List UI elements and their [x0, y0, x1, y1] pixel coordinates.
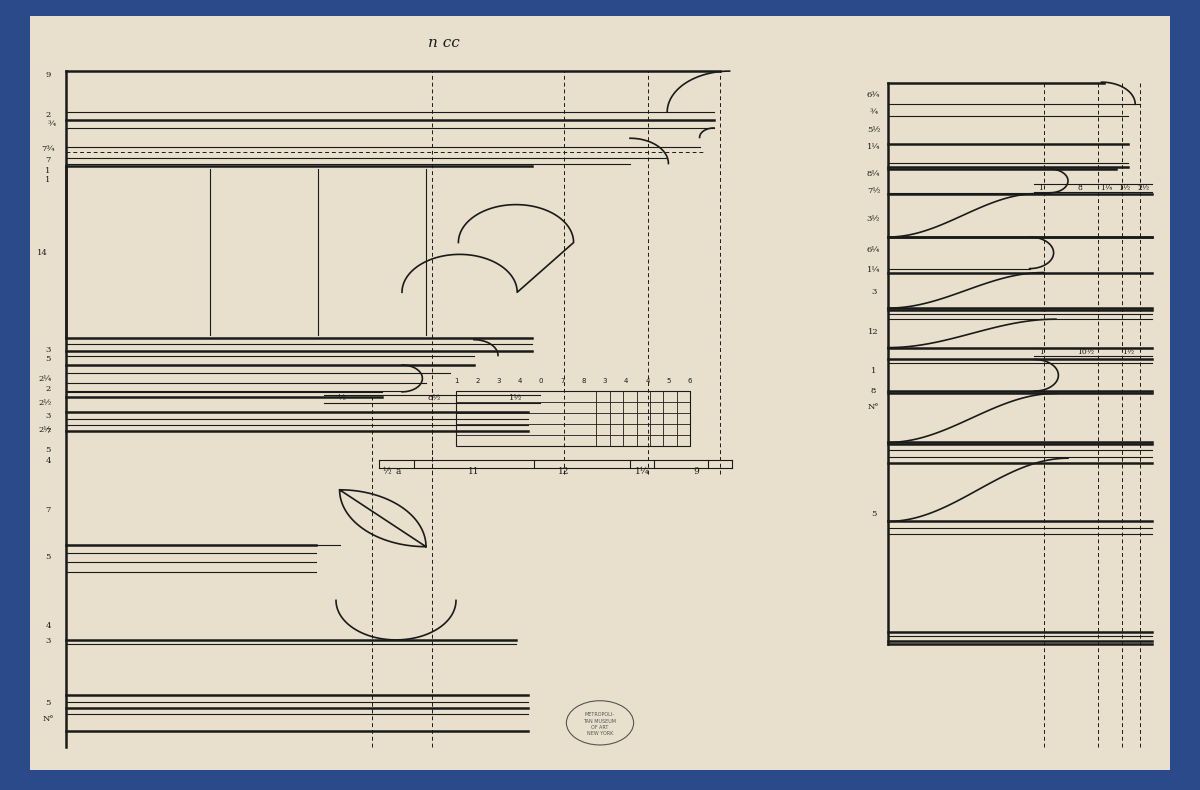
- Text: 8: 8: [1078, 184, 1082, 192]
- Text: 7½: 7½: [866, 187, 881, 195]
- Text: 0: 0: [539, 378, 544, 384]
- Text: n cc: n cc: [428, 36, 460, 50]
- Text: 11: 11: [468, 467, 480, 476]
- Text: 4: 4: [624, 378, 629, 384]
- Text: 3½: 3½: [866, 215, 881, 223]
- Text: 1: 1: [454, 378, 458, 384]
- Text: 3: 3: [46, 412, 50, 419]
- Text: 1½: 1½: [1118, 184, 1130, 192]
- Text: 9: 9: [694, 467, 698, 476]
- Text: N°: N°: [42, 715, 54, 723]
- Text: 7¾: 7¾: [41, 145, 55, 152]
- Text: 1¼: 1¼: [635, 467, 649, 476]
- Text: ¾: ¾: [48, 120, 55, 128]
- Text: 2: 2: [475, 378, 480, 384]
- Text: 2¼: 2¼: [38, 375, 53, 383]
- Text: 5: 5: [46, 553, 50, 561]
- Bar: [456, 391, 690, 446]
- Text: METROPOLI-: METROPOLI-: [584, 713, 616, 717]
- Text: ¾: ¾: [870, 108, 877, 116]
- Text: 7: 7: [46, 156, 50, 164]
- Text: 14: 14: [36, 249, 48, 257]
- Text: 4: 4: [46, 622, 50, 630]
- Text: 6¼: 6¼: [866, 246, 881, 254]
- Text: 3: 3: [46, 638, 50, 645]
- Text: 1: 1: [46, 167, 50, 175]
- Text: 8½: 8½: [427, 394, 442, 402]
- Text: 8: 8: [871, 387, 876, 395]
- Text: 7: 7: [46, 427, 50, 435]
- Text: 5: 5: [871, 510, 876, 517]
- Text: 7: 7: [46, 506, 50, 514]
- Text: 1¼: 1¼: [1100, 184, 1112, 192]
- Text: 12: 12: [558, 467, 570, 476]
- Text: TAN MUSEUM: TAN MUSEUM: [583, 719, 617, 724]
- Text: 6: 6: [688, 378, 692, 384]
- Text: 3: 3: [602, 378, 607, 384]
- Text: 4: 4: [517, 378, 522, 384]
- Text: 9: 9: [46, 71, 50, 79]
- Text: 1¼: 1¼: [866, 266, 881, 274]
- Text: 1½: 1½: [509, 394, 523, 402]
- Text: OF ART: OF ART: [592, 725, 608, 730]
- Text: 1½: 1½: [1122, 348, 1134, 356]
- Text: 5: 5: [46, 699, 50, 707]
- Text: 12: 12: [869, 328, 878, 336]
- Text: 5: 5: [46, 446, 50, 454]
- Text: 5½: 5½: [866, 126, 881, 134]
- Text: N°: N°: [868, 403, 880, 411]
- Text: 1¼: 1¼: [866, 143, 881, 151]
- Text: 2: 2: [46, 111, 50, 118]
- Text: 8¼: 8¼: [866, 170, 881, 178]
- Text: 4: 4: [46, 457, 50, 465]
- Text: ½: ½: [382, 467, 391, 476]
- Text: 3: 3: [46, 346, 50, 354]
- Text: 2: 2: [46, 385, 50, 393]
- Text: ½: ½: [338, 394, 346, 402]
- Text: 4: 4: [646, 378, 649, 384]
- Text: 2½: 2½: [38, 399, 53, 407]
- Text: 1: 1: [1038, 184, 1043, 192]
- Text: NEW YORK: NEW YORK: [587, 732, 613, 736]
- Text: 6¾: 6¾: [866, 91, 881, 99]
- Text: 10½: 10½: [1078, 348, 1094, 356]
- Text: 8: 8: [581, 378, 586, 384]
- Text: 1: 1: [46, 176, 50, 184]
- Text: 2½: 2½: [1138, 184, 1150, 192]
- Text: 1: 1: [1039, 348, 1044, 356]
- Text: 3: 3: [871, 288, 876, 296]
- Text: 3: 3: [497, 378, 500, 384]
- Text: 1: 1: [871, 367, 876, 375]
- Text: 7: 7: [560, 378, 565, 384]
- Text: 5: 5: [46, 356, 50, 363]
- Text: 2½: 2½: [38, 426, 53, 434]
- Text: a: a: [396, 467, 401, 476]
- Text: 5: 5: [666, 378, 671, 384]
